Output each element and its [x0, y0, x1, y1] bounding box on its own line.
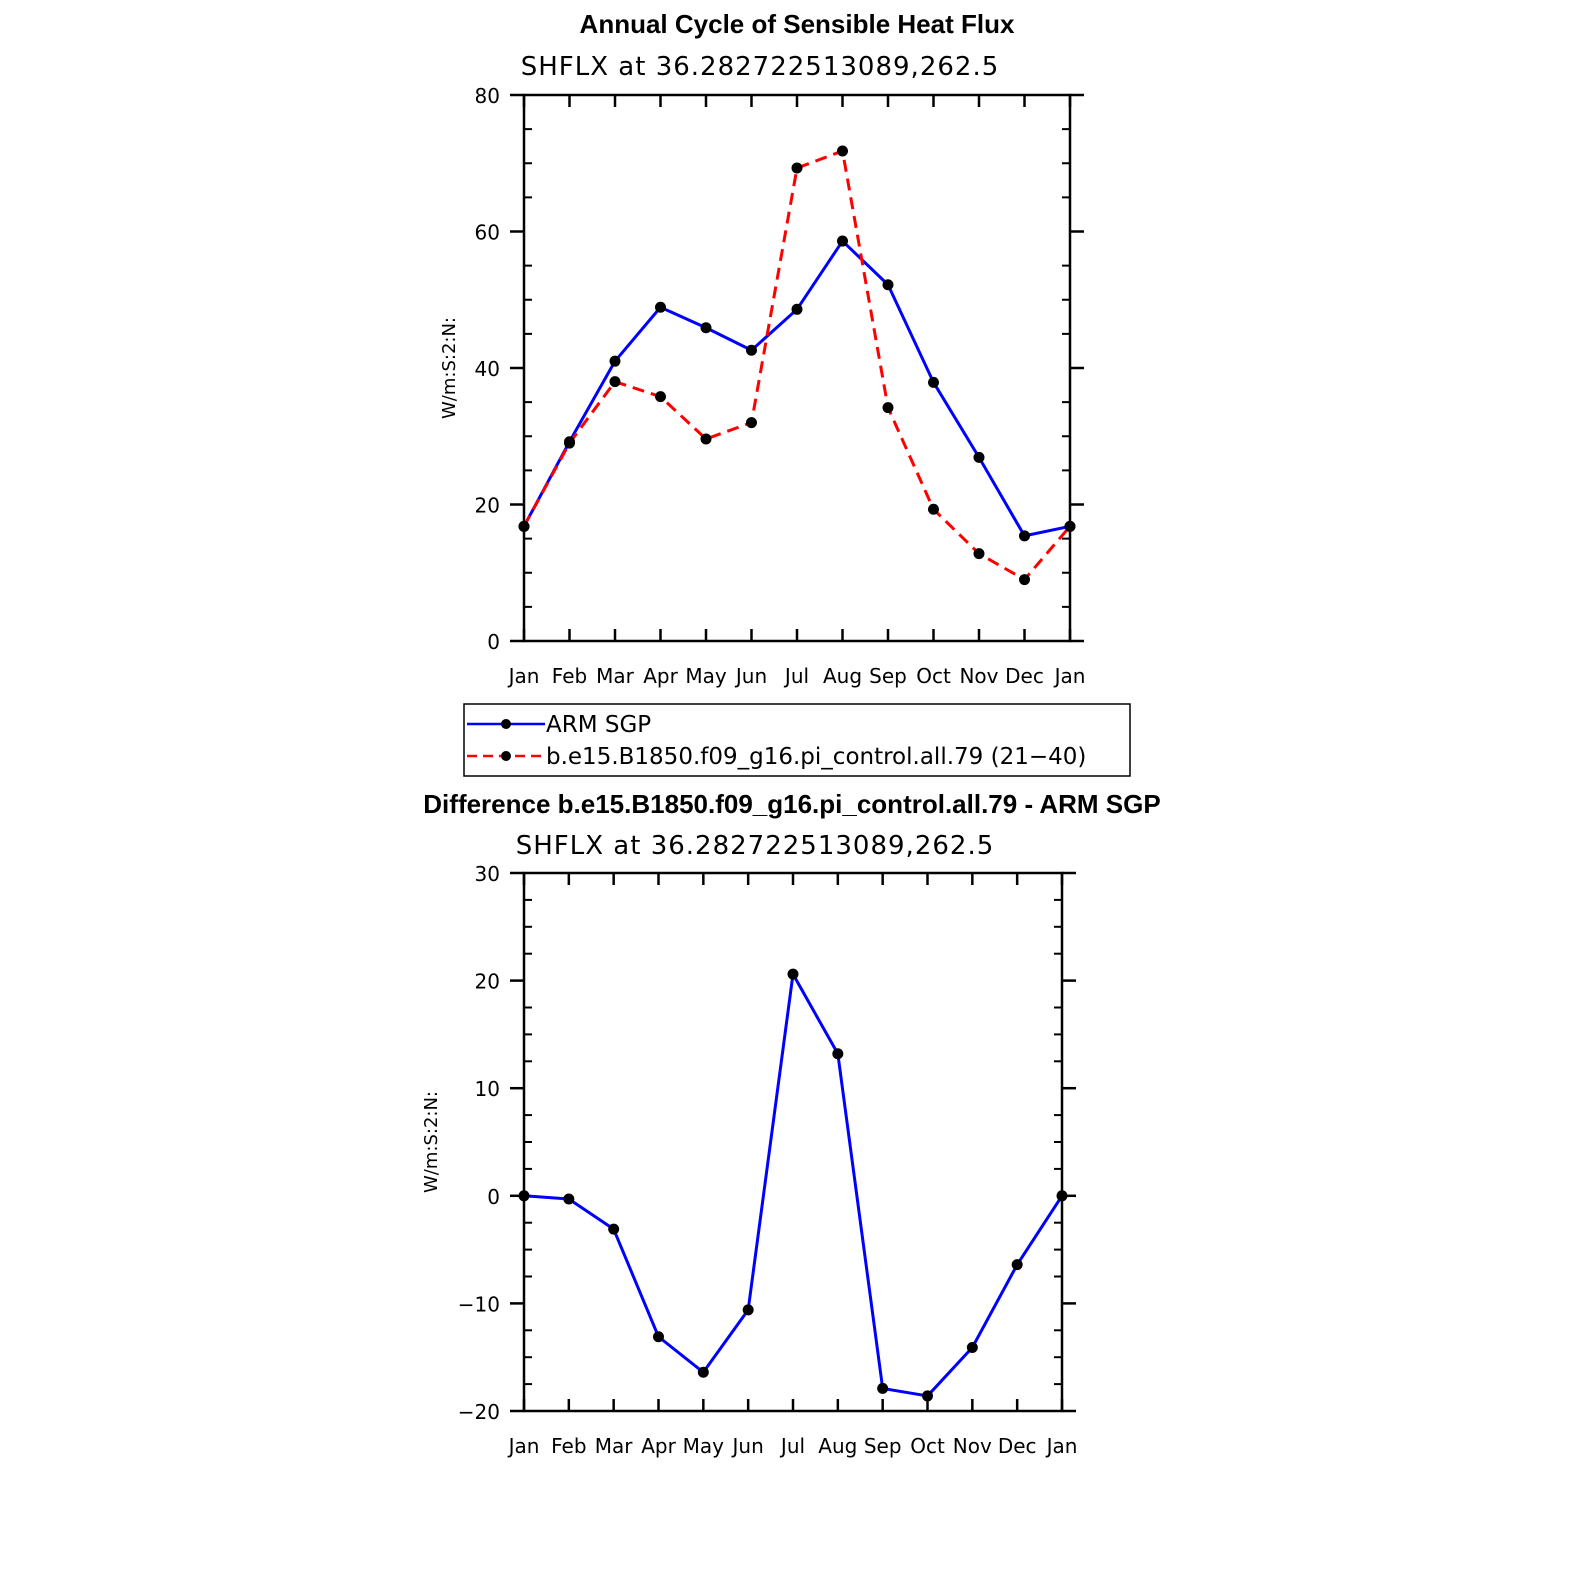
- top-chart-series-point-1: [518, 520, 530, 532]
- top-chart-x-tick-label: Nov: [959, 664, 998, 688]
- top-chart-plot: Jan Feb Mar Apr May Jun Jul Aug Sep Oct Nov Dec Jan 0…: [475, 84, 1086, 688]
- bottom-chart-series-point-0: [697, 1366, 709, 1378]
- top-chart-series-point-0: [746, 344, 757, 356]
- top-chart-y-tick-label: 0: [487, 630, 500, 654]
- bottom-chart-x-tick-label: Apr: [641, 1434, 676, 1458]
- top-chart-x-tick-label: Jun: [734, 664, 767, 688]
- top-chart-series-point-0: [837, 235, 848, 247]
- top-chart-y-tick-label: 20: [475, 494, 500, 518]
- bottom-chart-y-tick-label: 30: [475, 862, 500, 886]
- top-chart-series-point-0: [609, 355, 621, 367]
- bottom-chart-series-point-0: [1056, 1190, 1068, 1202]
- top-chart-x-tick-label: Feb: [552, 664, 587, 688]
- bottom-chart-x-tick-label: Nov: [953, 1434, 992, 1458]
- top-chart-series-point-1: [564, 437, 575, 449]
- bottom-chart-series-point-0: [563, 1193, 575, 1205]
- bottom-chart-series-point-0: [742, 1304, 754, 1316]
- top-chart-y-tick-label: 40: [475, 357, 500, 381]
- top-chart-subtitle: SHFLX at 36.282722513089,262.5: [521, 52, 1000, 82]
- top-chart-x-tick-label: May: [685, 664, 727, 688]
- top-chart-series-point-1: [882, 402, 894, 414]
- top-chart-y-tick-label: 80: [475, 84, 500, 108]
- top-chart-series-point-1: [700, 433, 712, 445]
- top-chart-series-point-0: [791, 303, 803, 315]
- bottom-chart-x-tick-label: Oct: [910, 1434, 945, 1458]
- bottom-chart-series-point-0: [966, 1342, 978, 1354]
- legend-label-model: b.e15.B1850.f09_g16.pi_control.all.79 (2…: [546, 744, 1086, 770]
- bottom-chart-x-tick-label: Jun: [731, 1434, 764, 1458]
- top-chart-x-tick-label: Jan: [507, 664, 540, 688]
- bottom-chart-series-point-0: [877, 1382, 889, 1394]
- bottom-chart-x-tick-label: Dec: [998, 1434, 1037, 1458]
- top-chart-series-point-1: [837, 145, 848, 157]
- bottom-chart-x-tick-label: Mar: [595, 1434, 634, 1458]
- bottom-chart-series-point-0: [653, 1331, 664, 1343]
- bottom-chart-title: Difference b.e15.B1850.f09_g16.pi_contro…: [423, 789, 1160, 819]
- bottom-chart-series-point-0: [518, 1190, 530, 1202]
- top-chart-series-point-0: [1019, 530, 1030, 542]
- legend-marker-model: [501, 751, 511, 761]
- top-chart: Annual Cycle of Sensible Heat Flux SHFLX…: [439, 9, 1131, 777]
- top-chart-x-tick-label: Jul: [783, 664, 809, 688]
- bottom-chart-y-tick-label: 0: [487, 1185, 500, 1209]
- top-chart-series-point-1: [791, 162, 803, 174]
- top-chart-series-point-0: [973, 451, 985, 463]
- top-chart-series-point-1: [1064, 520, 1076, 532]
- bottom-chart-series-point-0: [787, 968, 799, 980]
- top-chart-series-point-1: [1019, 574, 1030, 586]
- top-chart-series-line-1: [522, 149, 1072, 582]
- top-chart-x-tick-label: Oct: [916, 664, 951, 688]
- bottom-chart-y-tick-label: 20: [475, 970, 500, 994]
- top-chart-y-axis-label: W/m:S:2:N:: [439, 317, 460, 419]
- bottom-chart-x-tick-label: Jan: [507, 1434, 540, 1458]
- bottom-chart-x-tick-label: Sep: [864, 1434, 902, 1458]
- legend-label-arm-sgp: ARM SGP: [546, 712, 651, 738]
- bottom-chart: Difference b.e15.B1850.f09_g16.pi_contro…: [421, 789, 1161, 1458]
- top-chart-x-tick-label: Jan: [1053, 664, 1086, 688]
- top-chart-y-tick-label: 60: [475, 221, 500, 245]
- bottom-chart-x-tick-label: May: [683, 1434, 725, 1458]
- bottom-chart-subtitle: SHFLX at 36.282722513089,262.5: [516, 831, 995, 861]
- top-chart-x-tick-label: Apr: [643, 664, 678, 688]
- top-chart-series-point-0: [882, 279, 894, 291]
- bottom-chart-series-line-0: [523, 972, 1064, 1398]
- bottom-chart-y-tick-label: −20: [458, 1400, 500, 1424]
- legend: ARM SGP b.e15.B1850.f09_g16.pi_control.a…: [463, 703, 1131, 777]
- legend-box: [463, 703, 1131, 777]
- top-chart-series-point-1: [655, 391, 666, 403]
- bottom-chart-x-tick-label: Aug: [818, 1434, 857, 1458]
- top-chart-series-point-0: [928, 376, 939, 388]
- top-chart-series-point-1: [928, 503, 939, 515]
- bottom-chart-y-tick-label: 10: [475, 1077, 500, 1101]
- top-chart-x-tick-label: Mar: [596, 664, 635, 688]
- top-chart-x-tick-label: Aug: [823, 664, 862, 688]
- top-chart-series-point-0: [700, 322, 712, 334]
- bottom-chart-y-tick-label: −10: [458, 1292, 500, 1316]
- top-chart-series-point-0: [655, 301, 666, 313]
- top-chart-series-line-0: [522, 239, 1071, 538]
- bottom-chart-series-point-0: [922, 1390, 933, 1402]
- bottom-chart-series-point-0: [1011, 1259, 1023, 1271]
- bottom-chart-series-point-0: [832, 1048, 844, 1060]
- top-chart-title: Annual Cycle of Sensible Heat Flux: [580, 9, 1015, 39]
- bottom-chart-plot: Jan Feb Mar Apr May Jun Jul Aug Sep Oct Nov Dec Jan−…: [458, 862, 1078, 1458]
- bottom-chart-series-point-0: [608, 1223, 620, 1235]
- top-chart-series-point-1: [973, 548, 985, 560]
- top-chart-x-tick-label: Sep: [869, 664, 907, 688]
- top-chart-series-point-1: [609, 376, 621, 388]
- bottom-chart-x-tick-label: Feb: [551, 1434, 586, 1458]
- bottom-chart-x-tick-label: Jul: [779, 1434, 805, 1458]
- bottom-chart-y-axis-label: W/m:S:2:N:: [421, 1091, 442, 1193]
- legend-marker-arm-sgp: [501, 719, 511, 729]
- top-chart-x-tick-label: Dec: [1005, 664, 1044, 688]
- bottom-chart-x-tick-label: Jan: [1045, 1434, 1078, 1458]
- top-chart-series-point-1: [746, 417, 757, 429]
